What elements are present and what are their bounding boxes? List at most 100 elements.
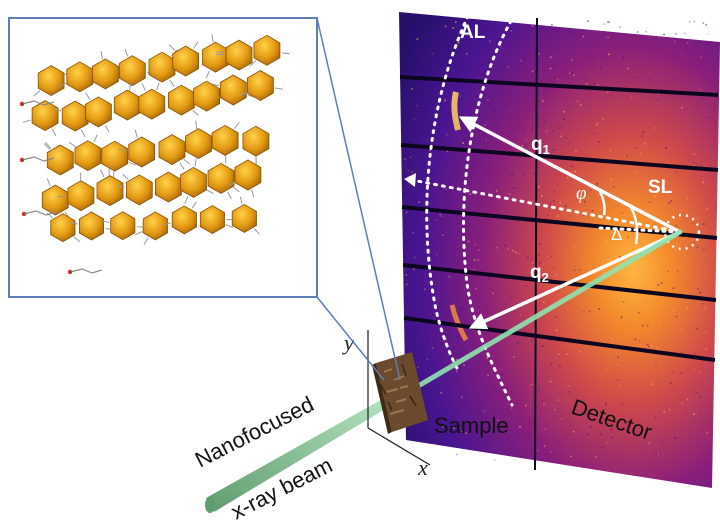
ligand bbox=[194, 158, 197, 167]
nanocrystal bbox=[74, 140, 102, 172]
ligand bbox=[168, 44, 176, 51]
nanocrystal bbox=[171, 205, 197, 235]
nanocrystal bbox=[46, 144, 74, 176]
nanocrystal bbox=[246, 70, 274, 101]
beam-end-cap bbox=[205, 497, 215, 513]
q2-vector bbox=[468, 230, 681, 330]
horizontal-reference-line bbox=[598, 226, 682, 234]
ligand bbox=[68, 141, 76, 148]
ligand bbox=[85, 92, 91, 100]
ligand bbox=[249, 60, 257, 67]
ligand bbox=[141, 83, 146, 91]
nanocrystal bbox=[142, 211, 168, 241]
ligand bbox=[232, 186, 240, 193]
nanocrystal bbox=[85, 96, 112, 128]
ligand bbox=[43, 143, 51, 150]
ligand bbox=[45, 141, 52, 149]
delta-label: Δ bbox=[611, 225, 622, 244]
nanocrystal bbox=[101, 140, 129, 172]
nanocrystal bbox=[126, 174, 153, 206]
nanocrystal bbox=[172, 45, 200, 77]
ligand bbox=[53, 107, 62, 112]
nanocrystal bbox=[79, 211, 104, 241]
ligand bbox=[100, 169, 105, 178]
free-ligand bbox=[69, 268, 103, 274]
nanocrystal bbox=[219, 74, 247, 106]
nanocrystal bbox=[231, 203, 257, 233]
nanocrystal-superlattice bbox=[19, 34, 290, 275]
nanocrystal bbox=[234, 159, 262, 191]
ligand bbox=[116, 185, 125, 188]
detector-image bbox=[399, 12, 720, 488]
ligand bbox=[227, 181, 235, 187]
ligand bbox=[211, 83, 220, 87]
q1-label: q1 bbox=[531, 134, 550, 157]
nanocrystal bbox=[31, 100, 59, 132]
ligand bbox=[225, 224, 234, 228]
ligand bbox=[253, 228, 261, 235]
ligand bbox=[124, 48, 129, 57]
ligand bbox=[129, 82, 132, 91]
nanocrystal bbox=[92, 58, 119, 90]
ligand bbox=[251, 189, 255, 198]
nanocrystal bbox=[158, 134, 186, 166]
ligand bbox=[239, 91, 248, 97]
sl-label: SL bbox=[648, 177, 673, 198]
detector-module-gap-vertical bbox=[534, 17, 538, 471]
nanocrystal bbox=[138, 88, 166, 120]
ligand-atom bbox=[67, 269, 73, 275]
free-ligand bbox=[21, 156, 55, 162]
ligand bbox=[206, 189, 214, 195]
inset-connector-bottom bbox=[316, 296, 385, 381]
phi-angle-arc bbox=[598, 191, 606, 216]
al-ring-outer bbox=[462, 12, 517, 407]
nanocrystal bbox=[50, 213, 76, 243]
ligand bbox=[227, 191, 232, 200]
ligand bbox=[118, 149, 127, 151]
ligand bbox=[128, 161, 137, 166]
ligand bbox=[101, 220, 110, 223]
ligand-atom bbox=[19, 101, 25, 107]
nanocrystal bbox=[211, 124, 239, 156]
q1-vector bbox=[458, 116, 681, 234]
nanocrystal bbox=[185, 128, 212, 160]
ligand bbox=[211, 34, 214, 43]
sl-ring bbox=[663, 213, 701, 251]
ligand bbox=[134, 129, 138, 138]
ligand bbox=[193, 41, 199, 49]
sample-film bbox=[372, 352, 428, 434]
q1-subscript: 1 bbox=[543, 142, 550, 157]
ligand bbox=[192, 109, 199, 116]
ligand bbox=[234, 121, 240, 129]
ligand bbox=[191, 201, 197, 209]
ligand bbox=[156, 82, 160, 91]
ligand bbox=[169, 79, 175, 87]
ligand bbox=[58, 82, 67, 87]
detector-panel: AL SL q1 q2 φ Δ bbox=[399, 12, 720, 488]
xray-beam bbox=[205, 229, 683, 513]
ligand bbox=[33, 90, 41, 97]
diffraction-spot-lower bbox=[449, 304, 469, 342]
incident-beam bbox=[206, 392, 400, 512]
nanocrystal bbox=[67, 180, 95, 212]
nanocrystal bbox=[193, 80, 221, 112]
ligand bbox=[162, 222, 171, 226]
detector-noise bbox=[404, 20, 711, 461]
ligand bbox=[46, 178, 51, 187]
phi-label: φ bbox=[576, 183, 587, 204]
ligand bbox=[275, 87, 284, 90]
ligand bbox=[216, 51, 225, 54]
nanocrystal bbox=[225, 39, 253, 71]
ligand bbox=[281, 52, 290, 55]
inset-connector-top bbox=[316, 17, 401, 381]
ligand bbox=[73, 236, 81, 243]
detector-module-gaps bbox=[399, 75, 719, 362]
ligand bbox=[205, 70, 210, 79]
ligand-atom bbox=[19, 157, 25, 163]
ligand bbox=[104, 124, 110, 133]
nanocrystal bbox=[199, 205, 225, 235]
ligand bbox=[184, 196, 189, 204]
sample-label: Sample bbox=[434, 413, 509, 438]
diffraction-spot-upper bbox=[451, 91, 461, 131]
